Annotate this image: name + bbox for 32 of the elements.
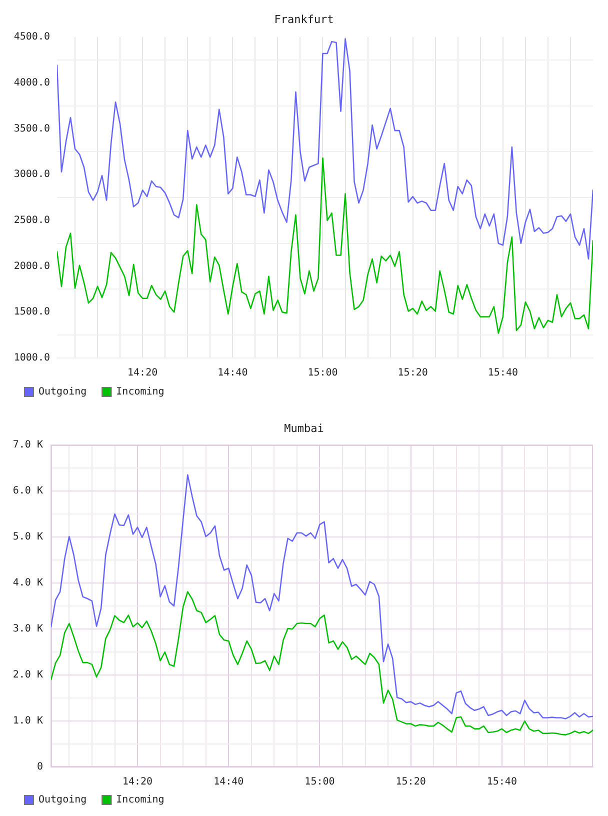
y-tick-label: 3500.0 [14,123,50,134]
x-tick-label: 15:20 [396,776,426,788]
chart-title: Frankfurt [274,12,334,26]
y-tick-label: 1000.0 [14,352,50,364]
legend-label: Incoming [116,794,164,806]
y-tick-label: 5.0 K [12,532,43,543]
y-tick-label: 3000.0 [14,169,50,180]
x-tick-label: 14:20 [122,776,153,788]
legend-label: Outgoing [38,794,87,806]
y-tick-label: 7.0 K [12,440,43,451]
x-tick-label: 15:20 [398,368,428,379]
y-tick-label: 4.0 K [12,578,43,589]
chart-title: Mumbai [284,422,324,435]
y-tick-label: 0 [36,762,43,773]
y-tick-label: 2.0 K [12,670,43,681]
x-tick-label: 14:20 [128,368,158,379]
x-tick-label: 15:40 [486,776,517,788]
y-tick-label: 4000.0 [14,77,50,88]
y-tick-label: 4500.0 [14,32,50,43]
y-tick-label: 2000.0 [14,260,50,272]
y-tick-label: 2500.0 [14,215,50,226]
y-tick-label: 3.0 K [12,624,43,635]
x-tick-label: 15:00 [308,368,338,379]
x-tick-label: 14:40 [214,776,244,788]
legend-label: Incoming [116,386,164,398]
x-tick-label: 15:00 [304,776,335,788]
x-tick-label: 14:40 [218,368,248,379]
y-tick-label: 1500.0 [14,306,50,318]
y-tick-label: 1.0 K [12,716,43,727]
y-tick-label: 6.0 K [12,486,43,497]
x-tick-label: 15:40 [488,368,518,379]
legend-label: Outgoing [38,386,87,398]
